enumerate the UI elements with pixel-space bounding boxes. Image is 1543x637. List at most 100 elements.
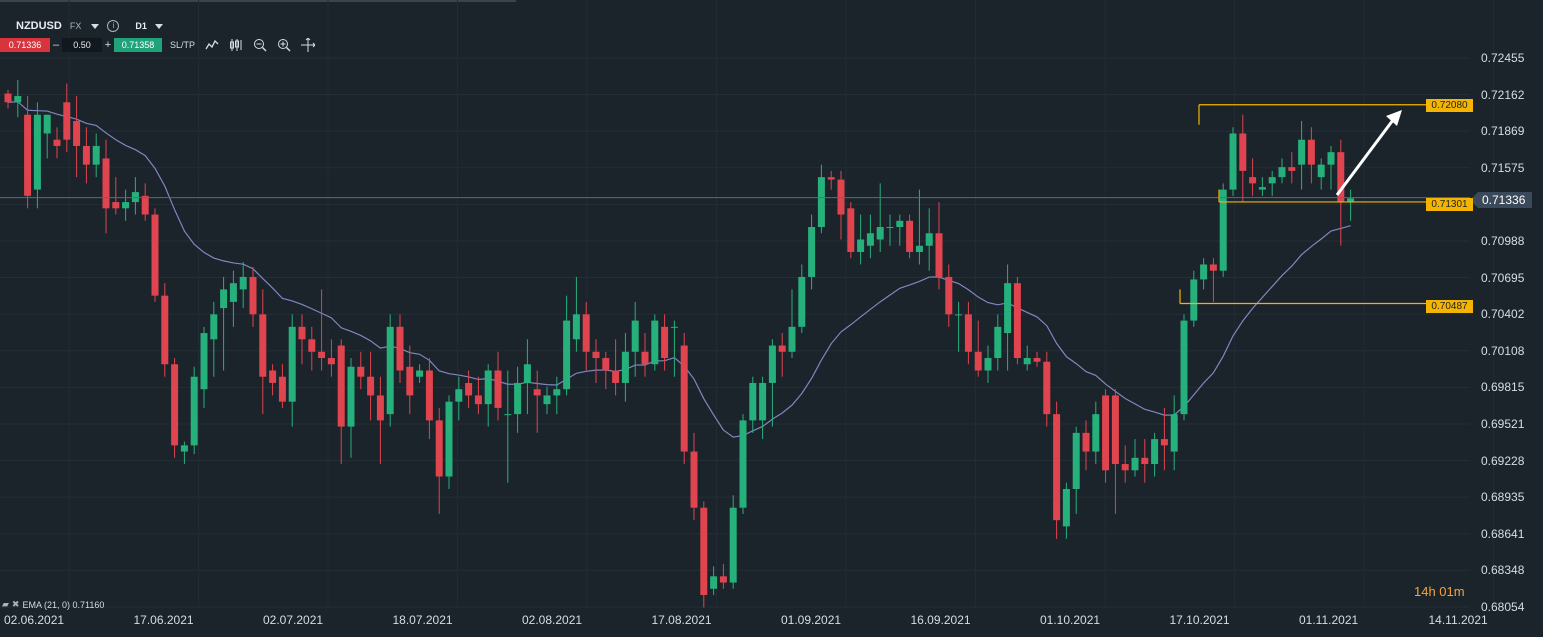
candle-body (220, 289, 228, 309)
candle (641, 333, 649, 377)
candle-body (768, 345, 776, 383)
candle (857, 214, 865, 265)
y-tick-label: 0.72162 (1481, 87, 1525, 102)
candle (945, 264, 953, 327)
y-tick-label: 0.70988 (1481, 234, 1525, 248)
candle-body (504, 414, 512, 416)
candle-body (1141, 457, 1149, 465)
candle (1209, 258, 1217, 302)
candle-body (1249, 177, 1257, 184)
x-tick-label: 17.06.2021 (133, 613, 194, 627)
candle (494, 351, 502, 421)
candle (229, 270, 237, 327)
candle-body (151, 214, 159, 296)
ema-legend-label: EMA (21, 0) 0.71160 (22, 599, 105, 610)
lot-decrease-button[interactable]: – (52, 39, 60, 51)
timeframe-selector[interactable]: D1 (135, 21, 163, 31)
candle-body (514, 382, 522, 415)
candle-body (1347, 198, 1355, 203)
candle-body (1298, 139, 1306, 165)
candle-body (621, 351, 629, 383)
candle-body (788, 326, 796, 352)
candle-body (210, 314, 218, 340)
candle-body (935, 233, 943, 277)
candle (1004, 264, 1012, 371)
trade-row: 0.71336 – 0.50 + 0.71358 SL/TP (0, 38, 316, 52)
candle (543, 386, 551, 415)
candle-body (1307, 139, 1315, 165)
candle (1141, 439, 1149, 483)
candle-body (1023, 358, 1031, 365)
candle (161, 283, 169, 377)
x-tick-label: 17.08.2021 (651, 613, 712, 627)
candle (817, 164, 825, 234)
sltp-button[interactable]: SL/TP (170, 40, 196, 50)
candle-body (955, 314, 963, 316)
zoom-in-icon[interactable] (277, 38, 291, 52)
sell-button[interactable]: 0.71336 (0, 38, 50, 52)
symbol-label[interactable]: NZDUSD (16, 20, 62, 32)
candle-body (1102, 395, 1110, 471)
market-label: FX (69, 21, 82, 31)
candle (406, 345, 414, 415)
candle (396, 314, 404, 383)
zoom-out-icon[interactable] (253, 38, 267, 52)
candle-body (367, 376, 375, 396)
resistance-level-tag[interactable]: 0.72080 (1426, 99, 1473, 112)
lower-level-tag[interactable]: 0.70487 (1426, 300, 1473, 313)
lot-size-input[interactable]: 0.50 (62, 38, 102, 52)
candle-body (298, 326, 306, 340)
candle-body (553, 389, 561, 396)
candle-timer: 14h 01m (1414, 584, 1465, 599)
candle (1053, 401, 1061, 539)
candle (474, 376, 482, 415)
candle (445, 395, 453, 489)
candle (866, 214, 874, 259)
candle-body (474, 395, 482, 405)
candle-body (308, 339, 316, 352)
candle (563, 295, 571, 396)
buy-button[interactable]: 0.71358 (114, 38, 162, 52)
candle (288, 314, 296, 427)
candle (631, 301, 639, 377)
candle-body (680, 345, 688, 452)
symbol-dropdown-icon[interactable] (91, 23, 100, 29)
candle-body (425, 370, 433, 421)
candle (1160, 407, 1168, 471)
ema-legend[interactable]: ▰ ✖ EMA (21, 0) 0.71160 (2, 599, 104, 610)
chart-settings-icon[interactable]: ▰ (2, 599, 9, 609)
candle-body (269, 370, 277, 383)
crosshair-icon[interactable] (301, 38, 316, 52)
y-tick-label: 0.68054 (1481, 600, 1525, 614)
chart-toolbar: NZDUSD FX i D1 0.71336 – 0.50 + 0.71358 … (0, 14, 420, 54)
support-level-tag[interactable]: 0.71301 (1426, 198, 1473, 211)
candle-body (1092, 414, 1100, 452)
candle-body (229, 283, 237, 302)
timeframe-label: D1 (135, 21, 147, 31)
close-icon[interactable]: ✖ (11, 599, 20, 609)
candle-body (670, 326, 678, 328)
candle-body (494, 370, 502, 408)
candle-body (710, 576, 718, 589)
candle (1268, 170, 1276, 196)
lot-increase-button[interactable]: + (104, 39, 112, 51)
candle (553, 376, 561, 415)
candle-body (1033, 358, 1041, 362)
candle-body (1180, 320, 1188, 415)
candle-body (857, 239, 865, 252)
candle-body (1239, 133, 1247, 171)
candles-icon[interactable] (229, 38, 243, 52)
candle-body (1131, 457, 1139, 471)
line-chart-icon[interactable] (205, 38, 219, 52)
candle (729, 495, 737, 589)
candle (239, 261, 247, 309)
candle (1307, 127, 1315, 184)
info-icon[interactable]: i (107, 20, 120, 32)
candle-body (396, 326, 404, 371)
candle (63, 83, 71, 153)
candle-body (465, 382, 473, 396)
candle (1033, 351, 1041, 367)
candle-body (1258, 187, 1266, 190)
candle (43, 114, 51, 159)
